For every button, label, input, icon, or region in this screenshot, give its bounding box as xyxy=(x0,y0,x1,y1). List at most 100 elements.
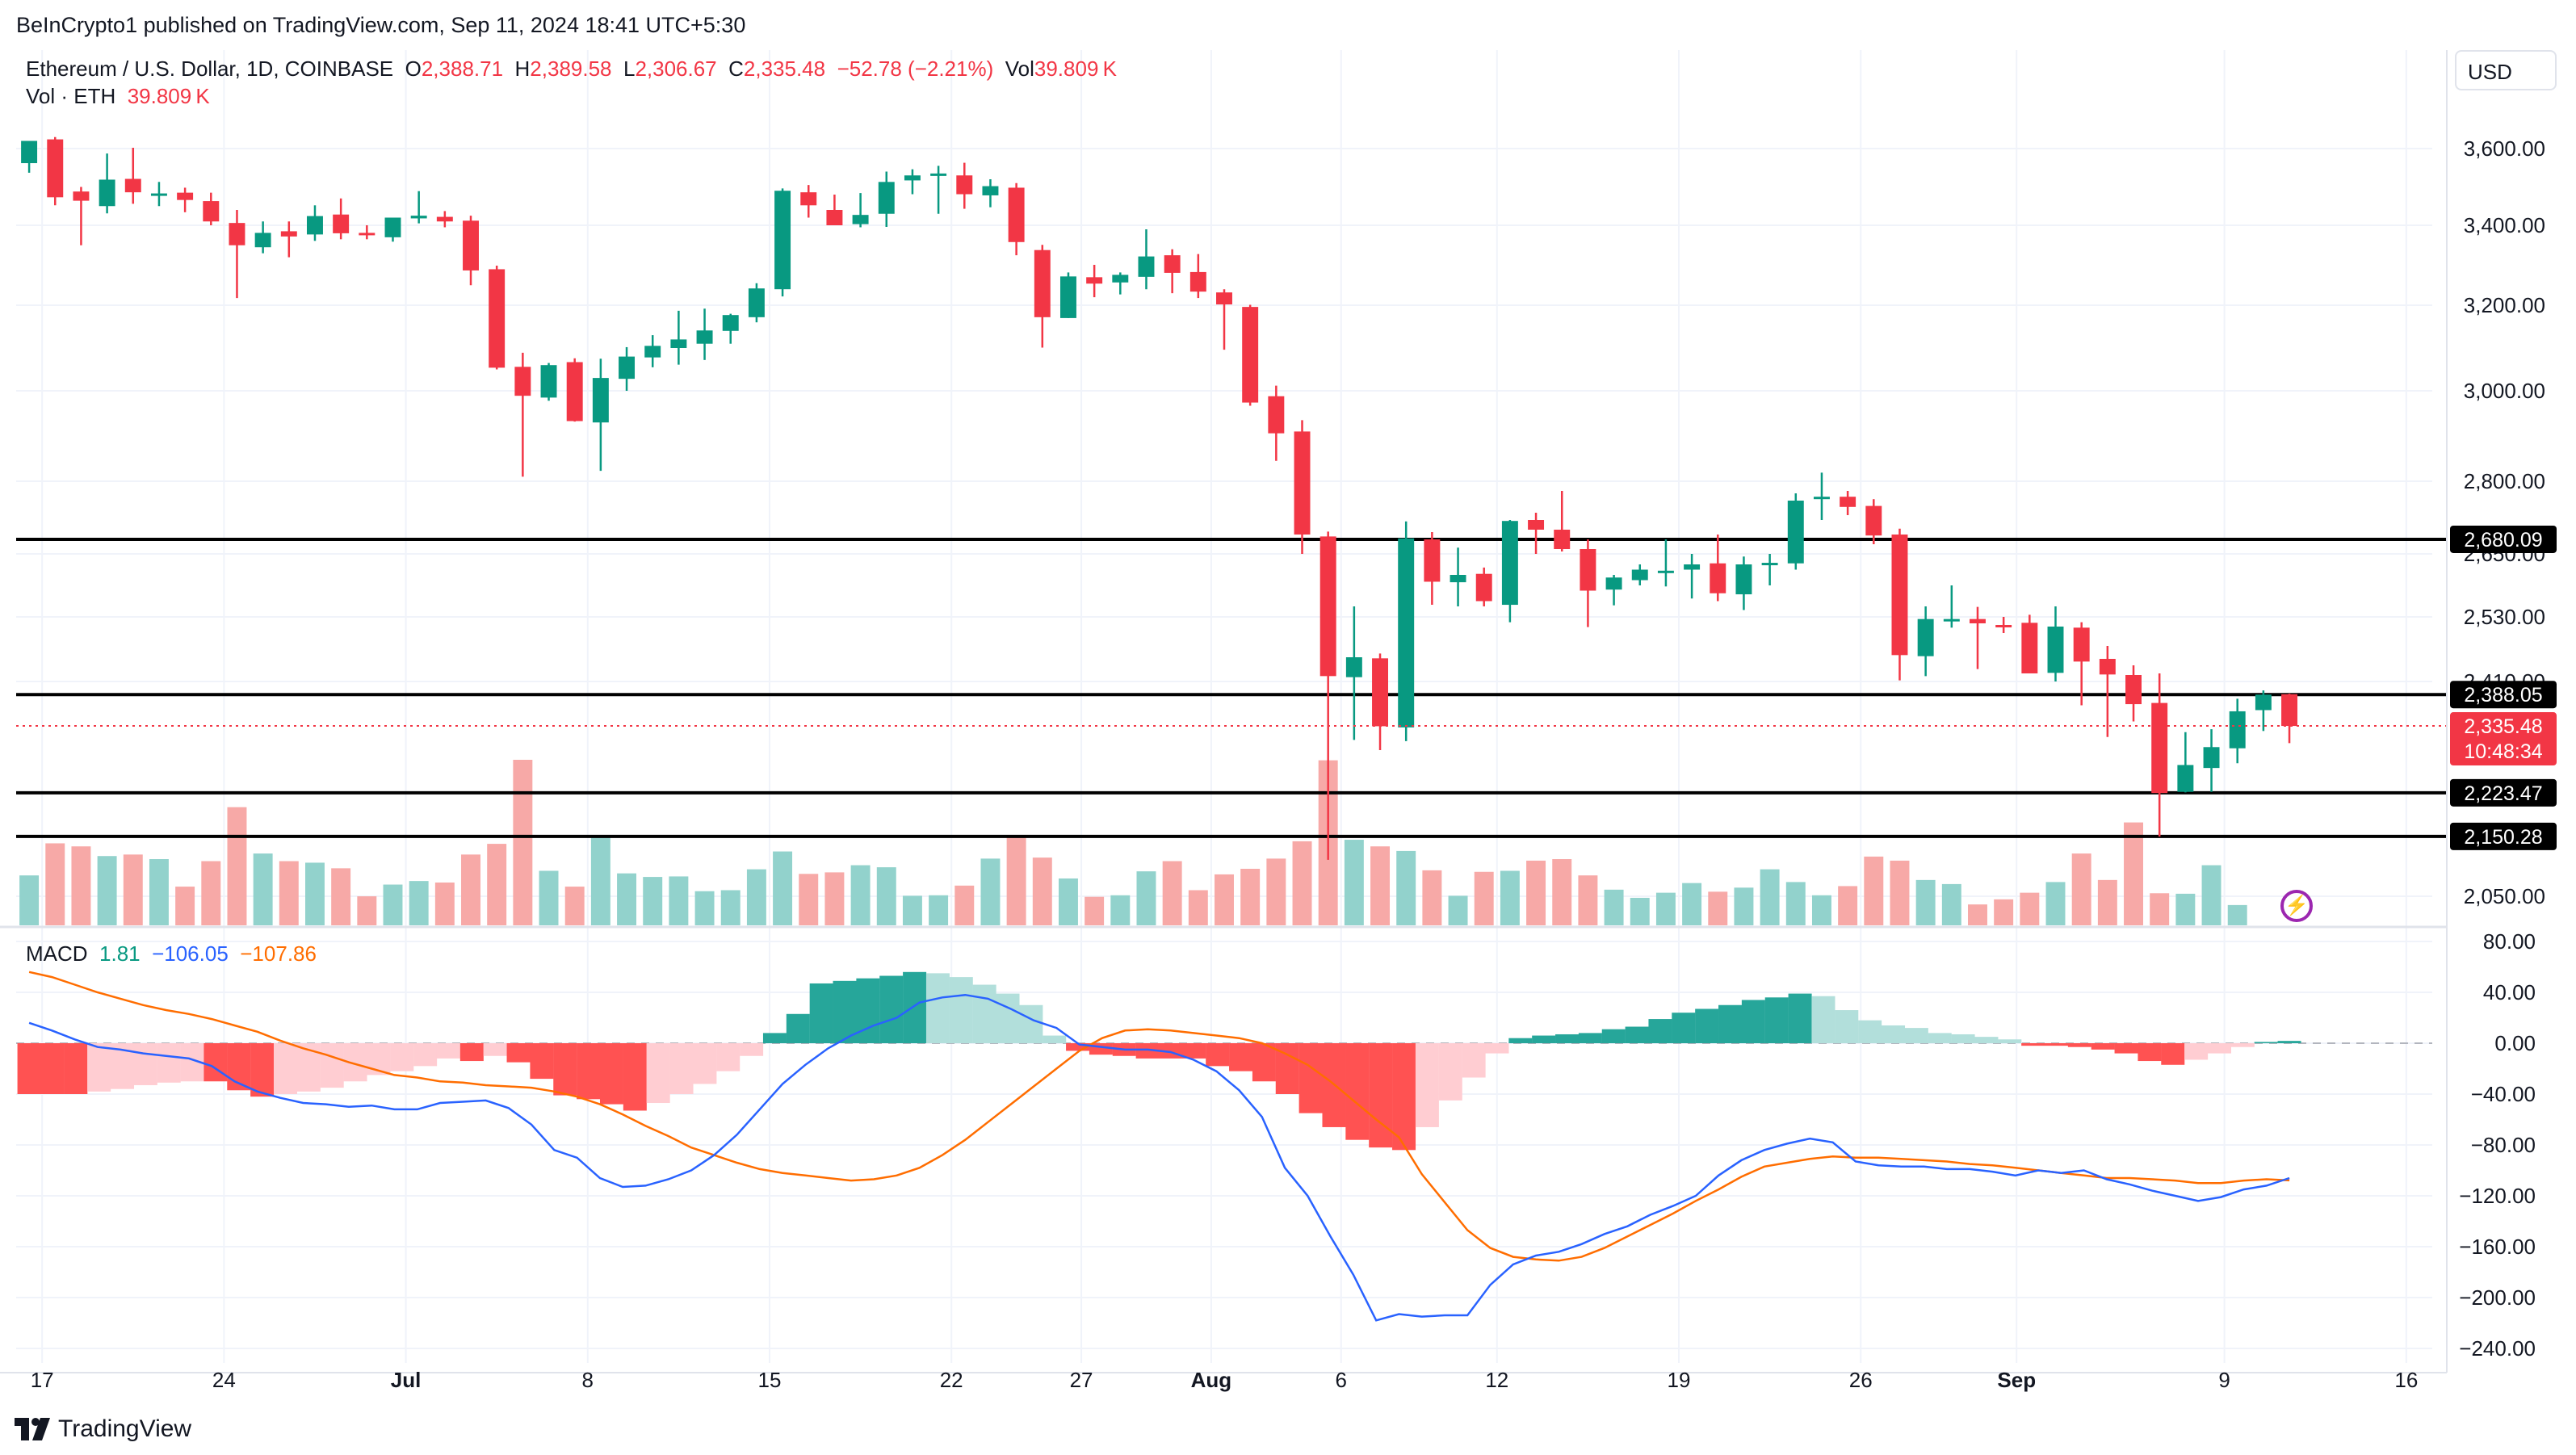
candle-body xyxy=(307,216,323,235)
macd-histogram-bar xyxy=(1229,1043,1253,1071)
macd-tick-label: −200.00 xyxy=(2459,1285,2536,1310)
candle-body xyxy=(2177,765,2194,792)
level-price-badge xyxy=(2450,822,2557,850)
macd-histogram-bar xyxy=(1998,1039,2022,1043)
level-price-label: 2,223.47 xyxy=(2464,782,2542,805)
volume-bar xyxy=(1006,837,1026,925)
macd-legend[interactable]: MACD 1.81 −106.05 −107.86 xyxy=(26,941,317,967)
volume-bar xyxy=(1474,871,1494,925)
volume-bar xyxy=(694,891,715,925)
macd-histogram-bar xyxy=(1508,1038,1533,1043)
candle-body xyxy=(1710,563,1726,593)
macd-tick-label: −80.00 xyxy=(2471,1133,2536,1157)
macd-histogram-bar xyxy=(903,971,927,1043)
price-tick-label: 2,530.00 xyxy=(2464,605,2545,629)
volume-bar xyxy=(669,876,689,925)
volume-bar xyxy=(45,843,65,925)
volume-bar xyxy=(1162,861,1182,925)
volume-bar xyxy=(97,856,117,925)
macd-histogram-bar xyxy=(669,1043,694,1094)
candlesticks[interactable] xyxy=(21,136,2298,860)
volume-bar xyxy=(1811,895,1831,925)
macd-histogram-bar xyxy=(2230,1043,2255,1047)
macd-histogram-bar xyxy=(1928,1033,1952,1043)
macd-histogram-bar xyxy=(553,1043,577,1096)
volume-bar xyxy=(1760,869,1780,925)
volume-bar xyxy=(1785,882,1806,925)
volume-bar xyxy=(434,883,455,925)
macd-histogram-bar xyxy=(390,1043,414,1071)
candle-body xyxy=(930,173,947,176)
candle-body xyxy=(1450,575,1466,583)
volume-bar xyxy=(1630,897,1650,925)
macd-histogram-bar xyxy=(1858,1020,1882,1043)
currency-button[interactable]: USD xyxy=(2455,50,2557,90)
symbol-legend[interactable]: Ethereum / U.S. Dollar, 1D, COINBASE O2,… xyxy=(26,57,1117,82)
volume-bar xyxy=(279,861,299,925)
macd-tick-label: −240.00 xyxy=(2459,1336,2536,1361)
time-tick-label: 15 xyxy=(758,1368,782,1392)
volume-bar xyxy=(1915,879,1936,925)
time-tick-label: 26 xyxy=(1849,1368,1873,1392)
candle-body xyxy=(150,193,167,196)
volume-series-label: Vol · ETH xyxy=(26,84,116,108)
volume-bar xyxy=(1188,890,1208,925)
price-tick-label: 3,000.00 xyxy=(2464,379,2545,403)
macd-pane[interactable] xyxy=(16,971,2432,1322)
level-price-badge xyxy=(2450,681,2557,709)
macd-histogram-bar xyxy=(1835,1010,1859,1043)
candle-body xyxy=(1943,618,1960,622)
high-label: H xyxy=(514,57,531,81)
last-price-label: 2,335.48 xyxy=(2464,715,2542,738)
open-value: 2,388.71 xyxy=(421,57,504,81)
macd-histogram-bar xyxy=(203,1043,228,1082)
volume-bar xyxy=(746,869,766,925)
volume-bar xyxy=(201,861,221,925)
macd-tick-label: −40.00 xyxy=(2471,1082,2536,1106)
macd-histogram-bar xyxy=(925,973,950,1043)
macd-histogram-bar xyxy=(1438,1043,1462,1101)
candle-body xyxy=(748,288,765,317)
tradingview-brand[interactable]: TradingView xyxy=(15,1415,191,1444)
volume-bar xyxy=(2150,893,2170,925)
lightning-icon[interactable]: ⚡ xyxy=(2280,890,2313,922)
macd-histogram-bar xyxy=(2114,1043,2138,1054)
vol-label: Vol xyxy=(1005,57,1034,81)
publication-info: BeInCrypto1 published on TradingView.com… xyxy=(16,13,746,37)
horizontal-levels[interactable] xyxy=(16,537,2447,838)
volume-bar xyxy=(2227,904,2247,925)
macd-histogram-bar xyxy=(1951,1034,1975,1043)
candle-body xyxy=(1970,618,1986,623)
time-tick-label: Aug xyxy=(1191,1368,1232,1392)
candle-body xyxy=(1528,520,1545,530)
macd-histogram-bar xyxy=(157,1043,181,1083)
volume-legend[interactable]: Vol · ETH 39.809 K xyxy=(26,84,210,109)
macd-histogram-bar xyxy=(2207,1043,2231,1054)
volume-bar xyxy=(2175,893,2196,925)
candle-body xyxy=(1372,658,1389,727)
volume-bar xyxy=(720,890,740,925)
volume-bar xyxy=(409,881,429,925)
macd-line xyxy=(28,993,2290,1322)
candle-body xyxy=(463,220,479,270)
candle-body xyxy=(2229,711,2246,748)
macd-histogram-bar xyxy=(1392,1043,1416,1151)
volume-bar xyxy=(1838,886,1858,925)
candle-body xyxy=(2281,694,2298,727)
candle-body xyxy=(670,339,687,348)
macd-histogram-bar xyxy=(1882,1025,1906,1043)
volume-bar xyxy=(1682,883,1702,925)
macd-signal-value: −107.86 xyxy=(240,941,317,966)
volume-bar xyxy=(357,896,377,925)
time-tick-label: Jul xyxy=(391,1368,422,1392)
candle-body xyxy=(73,191,90,201)
time-tick-label: 9 xyxy=(2218,1368,2230,1392)
candle-body xyxy=(1631,569,1648,581)
volume-bar xyxy=(461,854,480,925)
volume-bar xyxy=(175,887,195,925)
candle-body xyxy=(280,231,297,237)
volume-bar xyxy=(617,873,637,925)
macd-histogram-bar xyxy=(250,1043,275,1097)
candle-body xyxy=(2099,659,2116,675)
